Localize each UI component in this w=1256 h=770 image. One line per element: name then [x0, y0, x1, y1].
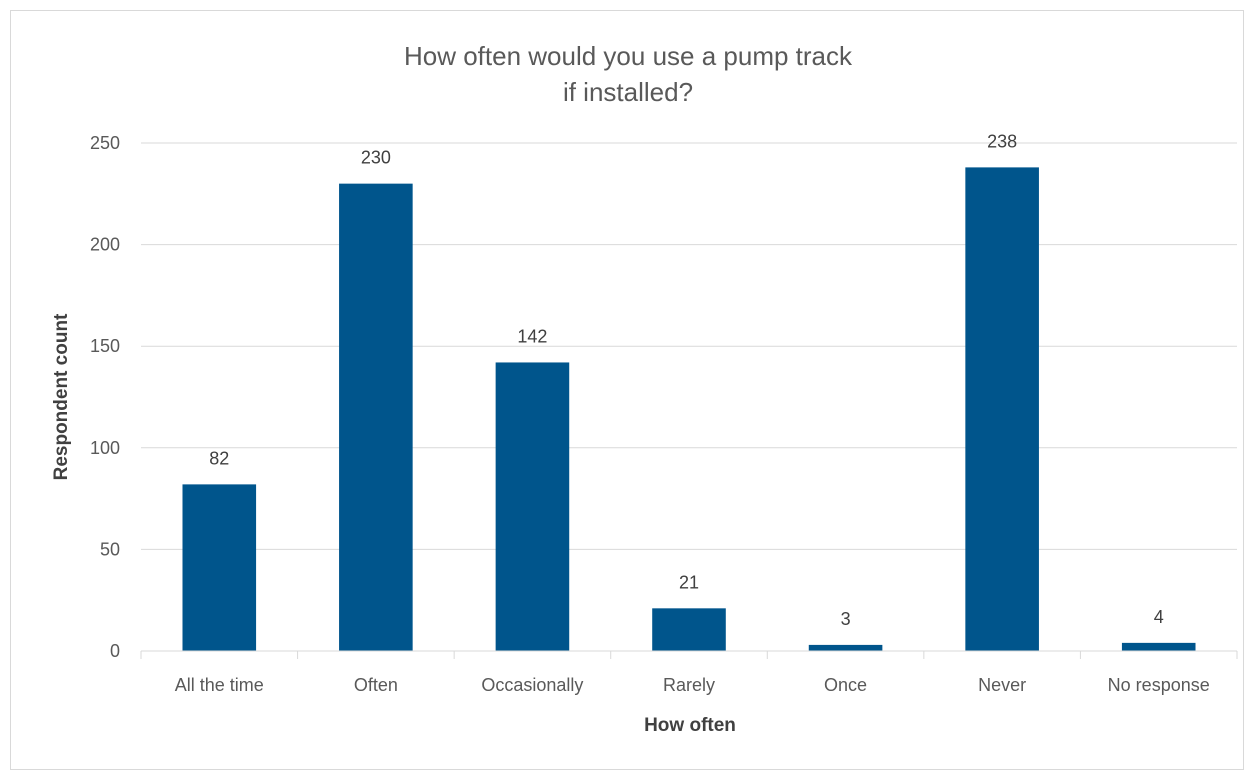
data-label: 21: [679, 572, 699, 592]
x-tick-label: Occasionally: [481, 675, 583, 695]
y-tick-label: 150: [90, 336, 120, 356]
y-tick-label: 250: [90, 133, 120, 153]
y-axis-title: Respondent count: [51, 313, 72, 480]
bars: [182, 167, 1196, 651]
data-label: 230: [361, 148, 391, 168]
x-axis: All the time Often Occasionally Rarely Once N…: [140, 650, 1238, 695]
y-tick-label: 50: [100, 539, 120, 559]
gridlines: [141, 142, 1237, 550]
y-axis: 0 50 100 150 200 250: [90, 133, 120, 661]
bar: [182, 484, 257, 651]
data-label: 4: [1154, 607, 1164, 627]
x-tick-label: Never: [978, 675, 1026, 695]
bar: [808, 644, 883, 651]
chart-title-line-1: How often would you use a pump track: [403, 41, 853, 71]
data-label: 238: [987, 131, 1017, 151]
x-tick-label: All the time: [175, 675, 264, 695]
x-axis-title: How often: [644, 715, 736, 736]
data-label: 82: [209, 448, 229, 468]
bar: [1121, 642, 1196, 651]
y-tick-label: 100: [90, 438, 120, 458]
x-tick-label: Once: [824, 675, 867, 695]
bar: [652, 608, 726, 651]
bar: [965, 167, 1039, 651]
data-labels: 82 230 142 21 3 238 4: [209, 131, 1163, 629]
x-tick-label: Often: [354, 675, 398, 695]
chart-title-line-2: if installed?: [562, 77, 694, 107]
x-tick-label: No response: [1108, 675, 1210, 695]
y-tick-label: 0: [110, 641, 120, 661]
x-tick-label: Rarely: [663, 675, 715, 695]
y-tick-label: 200: [90, 235, 120, 255]
data-label: 3: [841, 609, 851, 629]
data-label: 142: [517, 326, 547, 346]
bar: [339, 183, 413, 651]
bar: [495, 362, 570, 651]
chart-title: How often would you use a pump track if …: [0, 38, 1256, 110]
